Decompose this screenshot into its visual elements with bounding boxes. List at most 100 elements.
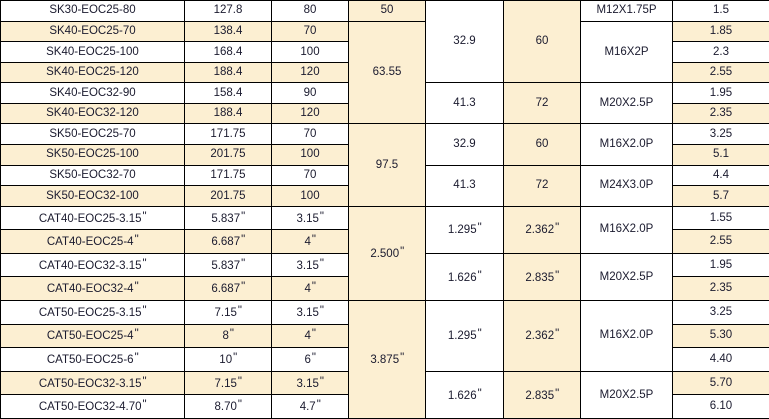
cell-overall-length: 158.4 — [184, 82, 272, 104]
table-row: CAT40-EOC25-4" 6.687" 4" 2.55 — [0, 229, 769, 254]
table-row: SK40-EOC25-70 138.4 70 63.55 M16X2P 1.85 — [0, 20, 769, 125]
inch-mark: " — [311, 328, 316, 341]
cell-gauge-length: 70 — [271, 20, 349, 43]
cell-model: CAT50-EOC25-3.15" — [0, 299, 185, 325]
inch-mark: " — [134, 352, 139, 365]
cell-gauge-length: 70 — [271, 123, 349, 145]
cell-model: CAT50-EOC25-4" — [0, 323, 185, 349]
cell-weight: 5.30 — [672, 323, 769, 349]
cell-model: SK50-EOC32-100 — [0, 185, 185, 207]
inch-mark: " — [316, 399, 321, 412]
inch-mark: " — [229, 328, 234, 341]
cell-overall-length: 6.687" — [184, 229, 272, 254]
inch-mark: " — [241, 257, 245, 270]
cell-gauge-length: 3.15" — [271, 252, 349, 278]
inch-mark: " — [142, 304, 147, 317]
inch-mark: " — [241, 210, 245, 223]
cell-taper-d2: 2.362" — [503, 205, 581, 254]
cell-model: CAT50-EOC32-4.70" — [0, 394, 185, 419]
cell-weight: 4.4 — [672, 164, 769, 187]
cell-thread: M20X2.5P — [580, 82, 673, 125]
cell-flange-diameter: 3.875" — [348, 299, 426, 419]
cell-gauge-length: 3.15" — [271, 205, 349, 231]
cell-flange-diameter: 97.5 — [348, 123, 426, 207]
cell-overall-length: 171.75 — [184, 123, 272, 145]
cell-weight: 1.5 — [672, 0, 769, 22]
table-row: CAT40-EOC25-3.15" 5.837" 3.15" 2.500" 1.295"… — [0, 205, 769, 301]
cell-weight: 5.7 — [672, 185, 769, 207]
cell-gauge-length: 90 — [271, 82, 349, 104]
cell-model: SK40-EOC25-70 — [0, 20, 185, 43]
table-row: CAT40-EOC32-3.15" 5.837" 3.15" 1.626" 2.835"… — [0, 252, 769, 301]
inch-mark: " — [319, 304, 324, 317]
inch-mark: " — [142, 257, 147, 270]
inch-mark: " — [237, 304, 242, 317]
inch-mark: " — [237, 399, 242, 412]
cell-thread: M16X2.0P — [580, 123, 673, 166]
cell-gauge-length: 80 — [271, 0, 349, 22]
cell-weight: 6.10 — [672, 394, 769, 419]
cell-overall-length: 127.8 — [184, 0, 272, 22]
cell-taper-d2: 60 — [503, 0, 581, 84]
inch-mark: " — [241, 234, 245, 247]
inch-mark: " — [311, 234, 316, 247]
table-row: SK50-EOC25-100 201.75 100 5.1 — [0, 143, 769, 166]
cell-overall-length: 7.15" — [184, 370, 272, 396]
cell-taper-d1: 41.3 — [425, 82, 504, 125]
cell-model: CAT50-EOC25-6" — [0, 347, 185, 372]
table-row: SK40-EOC32-120 188.4 120 2.35 — [0, 102, 769, 125]
cell-weight: 1.95 — [672, 82, 769, 104]
cell-weight: 2.35 — [672, 102, 769, 125]
table-row: CAT50-EOC32-4.70" 8.70" 4.7" 6.10 — [0, 394, 769, 419]
inch-mark: " — [319, 375, 324, 388]
cell-taper-d2: 72 — [503, 164, 581, 207]
cell-gauge-length: 4" — [271, 276, 349, 301]
inch-mark: " — [319, 257, 324, 270]
cell-thread: M16X2.0P — [580, 299, 673, 372]
cell-weight: 3.25 — [672, 123, 769, 145]
cell-model: SK50-EOC32-70 — [0, 164, 185, 187]
cell-overall-length: 5.837" — [184, 205, 272, 231]
cell-model: SK30-EOC25-80 — [0, 0, 185, 22]
cell-model: SK40-EOC25-120 — [0, 61, 185, 84]
cell-taper-d1: 32.9 — [425, 123, 504, 166]
inch-mark: " — [555, 222, 559, 235]
cell-taper-d1: 32.9 — [425, 0, 504, 84]
cell-gauge-length: 4" — [271, 323, 349, 349]
cell-overall-length: 8.70" — [184, 394, 272, 419]
cell-thread: M12X1.75P — [580, 0, 673, 22]
cell-taper-d1: 1.295" — [425, 299, 504, 372]
table-row: CAT50-EOC25-4" 8" 4" 5.30 — [0, 323, 769, 349]
inch-mark: " — [134, 328, 139, 341]
inch-mark: " — [311, 352, 316, 365]
cell-overall-length: 188.4 — [184, 61, 272, 84]
cell-flange-diameter: 50 — [348, 0, 426, 22]
cell-gauge-length: 100 — [271, 185, 349, 207]
cell-flange-diameter: 63.55 — [348, 20, 426, 125]
inch-mark: " — [400, 352, 404, 365]
cell-thread: M20X2.5P — [580, 252, 673, 301]
cell-taper-d1: 1.626" — [425, 370, 504, 419]
cell-weight: 3.25 — [672, 299, 769, 325]
cell-gauge-length: 120 — [271, 102, 349, 125]
cell-weight: 2.55 — [672, 61, 769, 84]
cell-taper-d2: 2.835" — [503, 252, 581, 301]
cell-overall-length: 188.4 — [184, 102, 272, 125]
cell-model: SK50-EOC25-100 — [0, 143, 185, 166]
inch-mark: " — [477, 269, 482, 282]
table-row: SK50-EOC32-70 171.75 70 41.3 72 M24X3.0P 4.4 — [0, 164, 769, 207]
cell-weight: 1.85 — [672, 20, 769, 43]
table-row: SK40-EOC25-100 168.4 100 2.3 — [0, 41, 769, 63]
table-row: SK30-EOC25-80 127.8 80 50 32.9 60 M12X1.75P 1.5 — [0, 0, 769, 84]
inch-mark: " — [237, 375, 242, 388]
cell-gauge-length: 4" — [271, 229, 349, 254]
cell-thread: M20X2.5P — [580, 370, 673, 419]
cell-taper-d1: 1.626" — [425, 252, 504, 301]
table-row: CAT50-EOC25-3.15" 7.15" 3.15" 3.875" 1.295" 2… — [0, 299, 769, 419]
cell-gauge-length: 3.15" — [271, 370, 349, 396]
inch-mark: " — [319, 210, 324, 223]
cell-gauge-length: 70 — [271, 164, 349, 187]
cell-weight: 2.55 — [672, 229, 769, 254]
cell-flange-diameter: 2.500" — [348, 205, 426, 301]
